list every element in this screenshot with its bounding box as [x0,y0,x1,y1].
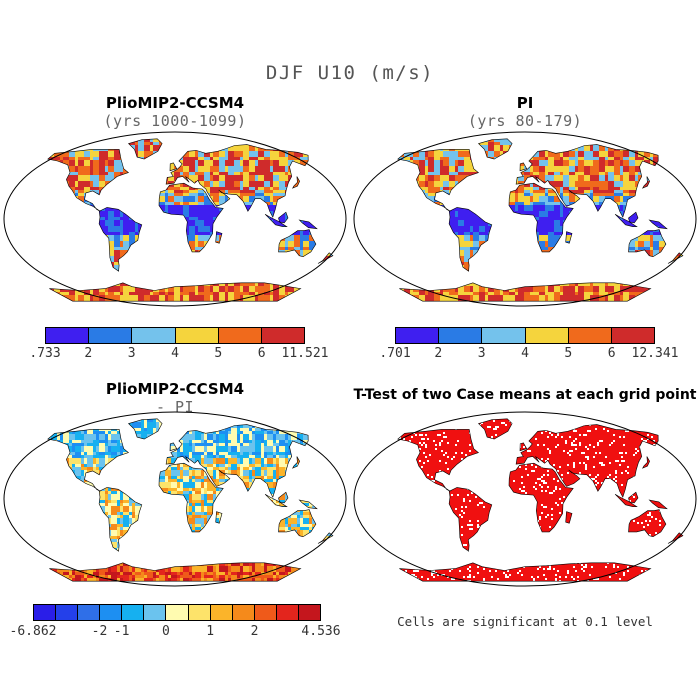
map-diff [3,411,347,587]
colorbar-tick-label: 4.536 [301,624,340,639]
colorbar-tick-label: 2 [84,346,92,361]
colorbar-swatch [78,605,101,620]
colorbar-tick-label: 5 [214,346,222,361]
colorbar-tick-label: 11.521 [282,346,329,361]
map-pi [353,131,697,307]
colorbar-tick-label: 6 [258,346,266,361]
panel-title-diff: PlioMIP2-CCSM4 [0,380,350,398]
colorbar-tick-label: -2 [92,624,108,639]
colorbar-swatch [611,328,655,343]
colorbar-tick-label: -6.862 [10,624,57,639]
colorbar-tick-label: 2 [434,346,442,361]
colorbar-diff [33,604,321,621]
colorbar-swatch [254,605,277,620]
colorbar-tick-label: 0 [162,624,170,639]
colorbar-swatch [100,605,123,620]
colorbar-tick-label: 12.341 [632,346,679,361]
colorbar-tick-label: 4 [521,346,529,361]
colorbar-tick-label: 3 [478,346,486,361]
colorbar-tick-label: 1 [206,624,214,639]
colorbar-swatch [56,605,79,620]
colorbar-tick-label: .733 [29,346,60,361]
colorbar-swatch [122,605,145,620]
colorbar-swatch [261,328,305,343]
colorbar-tick-label: 6 [608,346,616,361]
colorbar-swatch [89,328,133,343]
colorbar-tick-label: -1 [114,624,130,639]
colorbar-tick-label: 2 [251,624,259,639]
colorbar-labels-diff: -6.862 -2 -1 0 1 2 4.536 [10,624,341,640]
colorbar-swatch [568,328,612,343]
colorbar-swatch [482,328,526,343]
colorbar-swatch [34,605,57,620]
colorbar-swatch [396,328,440,343]
map-ttest [353,411,697,587]
colorbar-swatch [218,328,262,343]
colorbar-swatch [144,605,167,620]
colorbar-tick-label: .701 [379,346,410,361]
colorbar-swatch [439,328,483,343]
panel-subtitle-pliomip2: (yrs 1000-1099) [0,112,350,130]
panel-subtitle-pi: (yrs 80-179) [350,112,700,130]
colorbar-tick-label: 4 [171,346,179,361]
colorbar-swatch [298,605,321,620]
panel-title-pi: PI [350,94,700,112]
colorbar-tick-label: 5 [564,346,572,361]
panel-title-pliomip2: PlioMIP2-CCSM4 [0,94,350,112]
colorbar-swatch [175,328,219,343]
colorbar-labels-pi: .701 2 3 4 5 6 12.341 [379,346,678,362]
colorbar-pi [395,327,655,344]
colorbar-swatch [232,605,255,620]
colorbar-tick-label: 3 [128,346,136,361]
significance-note: Cells are significant at 0.1 level [350,614,700,629]
figure-title: DJF U10 (m/s) [0,62,700,84]
panel-subtitle-diff: - PI [0,398,350,416]
colorbar-swatch [166,605,189,620]
colorbar-pliomip2 [45,327,305,344]
colorbar-swatch [188,605,211,620]
colorbar-swatch [46,328,90,343]
colorbar-labels-pliomip2: .733 2 3 4 5 6 11.521 [29,346,328,362]
colorbar-swatch [132,328,176,343]
colorbar-swatch [276,605,299,620]
colorbar-swatch [525,328,569,343]
map-pliomip2 [3,131,347,307]
colorbar-swatch [210,605,233,620]
panel-title-ttest: T-Test of two Case means at each grid po… [350,387,700,403]
